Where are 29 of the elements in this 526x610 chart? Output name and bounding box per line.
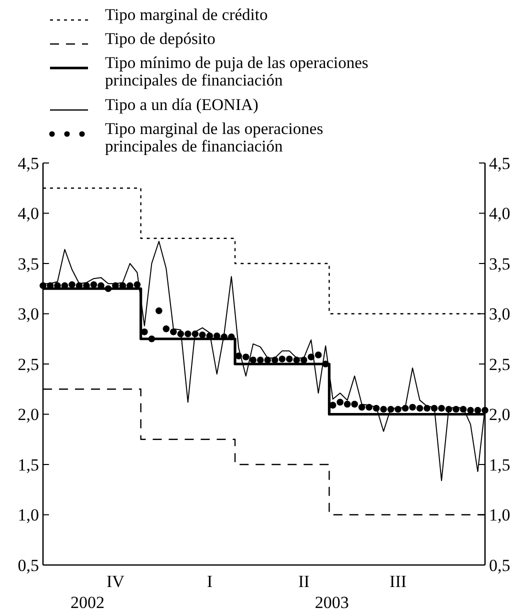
legend-label: Tipo marginal de las operaciones principales de financiación [105,119,324,156]
y2-tick-label: 3,5 [489,254,510,274]
text: 2002 [70,593,104,610]
y-tick-label: 2,5 [18,354,39,374]
y-tick-label: 2,0 [18,405,39,424]
x-tick-label: I [206,572,213,591]
y-tick-label: 1,5 [18,455,39,474]
x-tick-label: IV [106,572,126,591]
y-tick-label: 4,0 [18,204,39,224]
y2-tick-label: 3,0 [489,304,510,324]
y-tick-label: 3,0 [18,304,39,324]
legend-label: Tipo mínimo de puja de las operaciones principales de financiación [105,53,368,90]
text: 2003 [314,593,349,610]
x-tick-label: III [390,572,407,591]
y2-tick-label: 2,0 [489,405,510,424]
y2-tick-label: 1,5 [489,455,510,474]
y2-tick-label: 4,5 [489,154,510,173]
legend-label: Tipo marginal de crédito [105,5,268,24]
y2-tick-label: 4,0 [489,204,510,224]
y-tick-label: 1,0 [18,506,39,525]
y2-tick-label: 2,5 [489,354,510,374]
legend-label: Tipo de depósito [105,29,216,48]
y-tick-label: 0,5 [18,556,39,575]
legend-label: Tipo a un día (EONIA) [105,95,258,114]
y-tick-label: 3,5 [18,254,39,274]
x-tick-label: II [298,572,310,591]
y-tick-label: 4,5 [18,154,39,173]
y2-tick-label: 0,5 [489,556,510,575]
y2-tick-label: 1,0 [489,506,510,525]
